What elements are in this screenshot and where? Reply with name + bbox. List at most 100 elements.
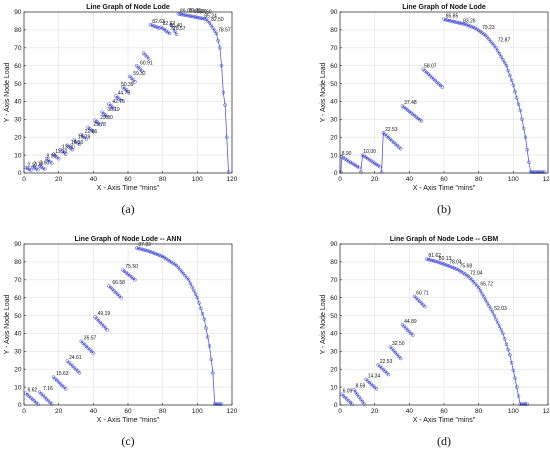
data-point xyxy=(186,278,191,282)
data-label: 22.53 xyxy=(385,127,398,133)
x-tick-label: 40 xyxy=(90,408,98,415)
y-tick-label: 60 xyxy=(14,63,22,70)
data-point xyxy=(147,56,151,61)
data-point xyxy=(485,35,490,40)
x-tick-label: 60 xyxy=(440,176,448,183)
data-point xyxy=(523,402,528,406)
data-point xyxy=(183,273,187,278)
data-label: 8.90 xyxy=(47,153,57,159)
series-line-segment-1 xyxy=(32,166,39,171)
data-point xyxy=(138,247,142,251)
data-point xyxy=(476,285,481,290)
data-point xyxy=(49,161,54,165)
data-point xyxy=(190,285,194,289)
data-point xyxy=(63,387,68,391)
data-point xyxy=(506,68,510,73)
data-point xyxy=(225,135,229,139)
y-tick-label: 20 xyxy=(14,134,22,141)
y-tick-label: 70 xyxy=(330,45,338,52)
data-point xyxy=(457,21,462,25)
data-point xyxy=(178,267,182,272)
data-point xyxy=(435,259,439,264)
data-label: 85.24 xyxy=(204,13,217,19)
data-point xyxy=(494,46,498,50)
series-line-segment-12 xyxy=(108,103,115,109)
data-point xyxy=(29,168,33,173)
data-point xyxy=(202,17,207,21)
data-label: 82.63 xyxy=(152,19,165,25)
data-label: 8.90 xyxy=(342,151,352,157)
data-point xyxy=(192,15,196,19)
data-point xyxy=(148,250,153,254)
data-point xyxy=(492,43,497,48)
data-label: 24.61 xyxy=(69,355,82,361)
data-label: 50.39 xyxy=(121,82,134,88)
data-point xyxy=(376,163,380,168)
data-point xyxy=(515,385,519,389)
data-point xyxy=(499,54,503,59)
data-point xyxy=(398,147,403,151)
series-line-segment-5 xyxy=(60,149,66,155)
data-point xyxy=(101,324,106,328)
y-tick-label: 50 xyxy=(330,81,338,88)
data-point xyxy=(433,259,438,264)
data-point xyxy=(497,51,502,56)
data-point xyxy=(518,402,523,406)
data-point xyxy=(424,257,429,261)
data-point xyxy=(513,376,517,380)
data-label: 11.10 xyxy=(55,149,67,155)
series-line-segment-2 xyxy=(381,132,401,173)
data-point xyxy=(504,63,509,68)
data-point xyxy=(218,46,222,50)
data-point xyxy=(216,402,220,406)
data-point xyxy=(489,39,493,44)
data-point xyxy=(485,301,490,305)
data-point xyxy=(350,402,354,406)
data-point xyxy=(176,265,181,270)
data-point xyxy=(471,25,476,30)
data-point xyxy=(511,83,516,88)
data-point xyxy=(153,24,158,29)
series-line-segment-2 xyxy=(53,376,66,390)
data-label: 85.85 xyxy=(446,13,459,19)
data-label: 79.23 xyxy=(482,25,495,31)
data-point xyxy=(541,170,545,174)
panel-caption: (b) xyxy=(437,202,451,216)
data-point xyxy=(357,165,361,170)
data-point xyxy=(516,102,521,106)
chart-panel-0: 2.102.103.90 8.9011.1013.9016.3019.7922.6… xyxy=(4,4,238,216)
data-point xyxy=(447,264,451,268)
data-point xyxy=(362,402,367,406)
data-label: 13.90 xyxy=(62,144,75,150)
data-point xyxy=(218,402,222,406)
data-point xyxy=(150,250,155,255)
data-point xyxy=(339,170,343,174)
data-label: 44.89 xyxy=(404,319,417,325)
data-point xyxy=(497,324,502,329)
data-point xyxy=(452,20,457,24)
y-tick-label: 10 xyxy=(14,152,22,159)
series-line-segment-9 xyxy=(87,127,94,133)
data-label: 42.75 xyxy=(112,99,125,105)
data-label: 6.62 xyxy=(27,387,37,393)
data-point xyxy=(207,20,212,25)
data-point xyxy=(133,278,137,282)
data-point xyxy=(443,18,448,22)
data-point xyxy=(214,402,219,406)
x-tick-label: 80 xyxy=(475,408,483,415)
data-label: 2.10 xyxy=(34,162,44,168)
series-line-segment-2 xyxy=(365,379,377,390)
data-point xyxy=(492,313,497,318)
series-line-segment-3 xyxy=(46,158,52,164)
data-point xyxy=(450,19,455,24)
data-point xyxy=(178,12,182,16)
data-point xyxy=(41,166,45,170)
data-label: 2.10 xyxy=(27,162,37,168)
data-point xyxy=(127,74,132,79)
data-point xyxy=(509,78,514,83)
series-line-segment-3 xyxy=(402,105,422,122)
data-label: 78.57 xyxy=(218,28,231,34)
x-tick-label: 20 xyxy=(371,408,379,415)
series-line-segment-5 xyxy=(402,324,414,336)
y-tick-label: 40 xyxy=(14,99,22,106)
